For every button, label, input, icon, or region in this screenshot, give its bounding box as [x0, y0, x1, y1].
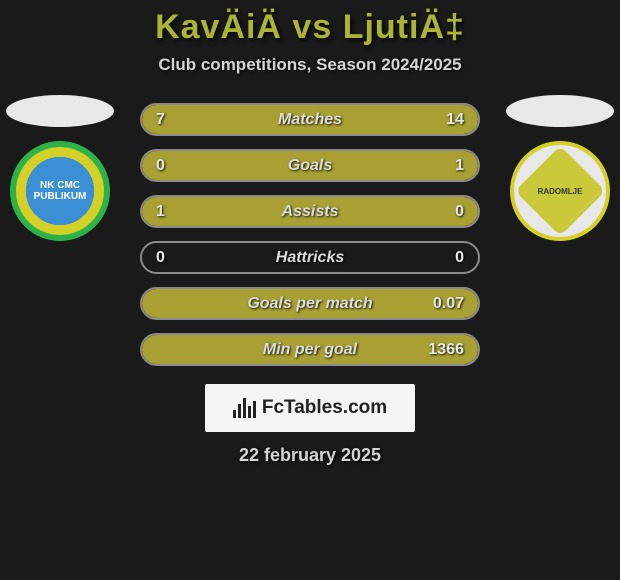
stat-value-right: 14 — [446, 111, 464, 129]
team-right-logo: RADOMLJE — [510, 141, 610, 241]
team-left-logo: NK CMC PUBLIKUM — [10, 141, 110, 241]
stat-value-left: 0 — [156, 157, 165, 175]
stat-label: Matches — [278, 111, 342, 129]
stat-row: Goals per match 0.07 — [140, 287, 480, 320]
stat-row: 0 Hattricks 0 — [140, 241, 480, 274]
stat-value-right: 1 — [455, 157, 464, 175]
stat-row: 0 Goals 1 — [140, 149, 480, 182]
stat-label: Min per goal — [263, 341, 357, 359]
comparison-card: KavÄiÄ vs LjutiÄ‡ Club competitions, Sea… — [0, 0, 620, 466]
bar-chart-icon — [233, 398, 256, 418]
subtitle: Club competitions, Season 2024/2025 — [158, 55, 461, 75]
player-right-photo-placeholder — [506, 95, 614, 127]
comparison-date: 22 february 2025 — [239, 445, 381, 466]
stat-value-left: 7 — [156, 111, 165, 129]
stat-value-left: 0 — [156, 249, 165, 267]
main-area: NK CMC PUBLIKUM RADOMLJE 7 Matches 14 0 Goal… — [0, 103, 620, 466]
stat-value-right: 0.07 — [433, 295, 464, 313]
player-right-column: RADOMLJE — [506, 95, 614, 241]
stat-row: Min per goal 1366 — [140, 333, 480, 366]
player-left-column: NK CMC PUBLIKUM — [6, 95, 114, 241]
page-title: KavÄiÄ vs LjutiÄ‡ — [155, 8, 465, 47]
branding-badge[interactable]: FcTables.com — [205, 384, 415, 432]
stat-row: 7 Matches 14 — [140, 103, 480, 136]
stat-value-left: 1 — [156, 203, 165, 221]
stats-list: 7 Matches 14 0 Goals 1 1 Assists 0 0 Hattricks 0 Goa… — [140, 103, 480, 366]
stat-value-right: 0 — [455, 249, 464, 267]
stat-label: Hattricks — [276, 249, 344, 267]
branding-text: FcTables.com — [262, 397, 387, 419]
stat-label: Goals per match — [247, 295, 372, 313]
stat-row: 1 Assists 0 — [140, 195, 480, 228]
stat-label: Assists — [282, 203, 339, 221]
stat-value-right: 1366 — [428, 341, 464, 359]
player-left-photo-placeholder — [6, 95, 114, 127]
stat-value-right: 0 — [455, 203, 464, 221]
stat-label: Goals — [288, 157, 332, 175]
